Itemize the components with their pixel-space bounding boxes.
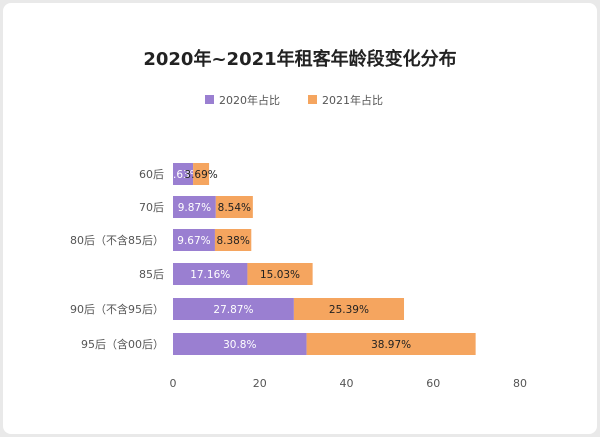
category-label: 90后（不含95后） xyxy=(70,302,164,316)
data-label: 25.39% xyxy=(329,304,369,316)
category-label: 85后 xyxy=(139,268,164,281)
legend-label-2020: 2020年占比 xyxy=(219,93,280,107)
bar-segment-2021 xyxy=(214,229,252,251)
x-tick-label: 80 xyxy=(513,377,527,390)
chart: 2020年~2021年租客年龄段变化分布 2020年占比 2021年占比 60后… xyxy=(70,48,527,390)
bar-segment-2021 xyxy=(215,196,253,218)
bar-segment-2021 xyxy=(293,298,405,320)
legend-swatch-2020 xyxy=(205,95,214,104)
bar-segment-2021 xyxy=(306,333,476,355)
data-label: 8.54% xyxy=(218,202,251,214)
bar-segment-2020 xyxy=(173,163,194,185)
x-tick-label: 60 xyxy=(426,377,440,390)
category-label: 95后（含00后） xyxy=(81,337,164,351)
x-tick-label: 40 xyxy=(340,377,354,390)
chart-card: 2020年~2021年租客年龄段变化分布 2020年占比 2021年占比 60后… xyxy=(3,3,597,434)
bar-segment-2020 xyxy=(173,196,216,218)
data-label: 9.87% xyxy=(178,202,211,214)
data-label: 17.16% xyxy=(190,269,230,281)
data-label: 27.87% xyxy=(213,304,253,316)
category-label: 60后 xyxy=(139,168,164,181)
category-label: 80后（不含85后） xyxy=(70,233,164,247)
chart-title: 2020年~2021年租客年龄段变化分布 xyxy=(143,48,456,70)
data-label: 38.97% xyxy=(371,339,411,351)
bar-segment-2020 xyxy=(173,263,248,285)
bar-segment-2020 xyxy=(173,298,294,320)
data-label: 15.03% xyxy=(260,269,300,281)
x-tick-label: 20 xyxy=(253,377,267,390)
plot-area: 60后 4.63%3.69% 70后 9.87% 8.54% 80后（不含85后） 9.67… xyxy=(70,163,527,390)
bar-segment-2021 xyxy=(247,263,313,285)
legend-swatch-2021 xyxy=(308,95,317,104)
bar-segment-2020 xyxy=(173,333,307,355)
legend-label-2021: 2021年占比 xyxy=(322,93,383,107)
bar-segment-2021 xyxy=(193,163,210,185)
bar-segment-2020 xyxy=(173,229,215,251)
data-label: 8.38% xyxy=(216,235,249,247)
data-label: 9.67% xyxy=(177,235,210,247)
legend: 2020年占比 2021年占比 xyxy=(205,93,383,107)
data-label: 3.69% xyxy=(184,169,217,181)
category-label: 70后 xyxy=(139,201,164,214)
data-label: 4.63% xyxy=(166,169,199,181)
data-label: 30.8% xyxy=(223,339,256,351)
x-tick-label: 0 xyxy=(170,377,177,390)
